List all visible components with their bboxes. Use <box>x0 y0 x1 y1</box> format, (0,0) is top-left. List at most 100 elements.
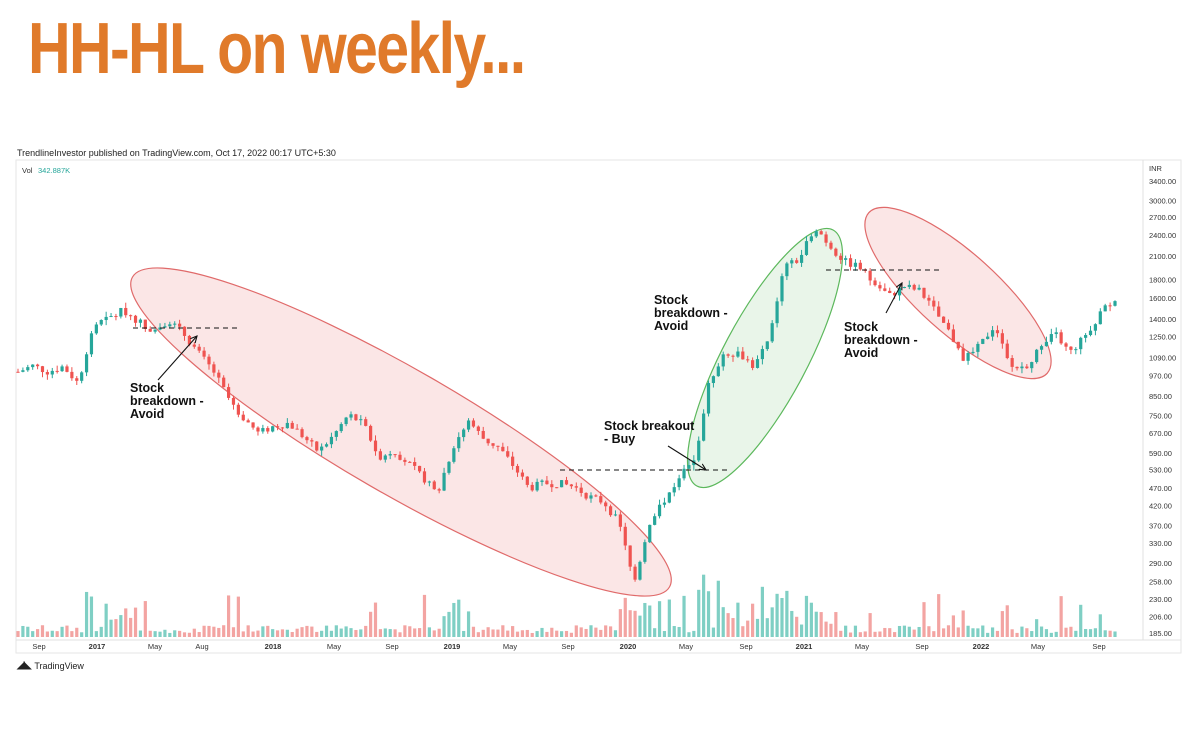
downtrend-zone <box>130 267 672 597</box>
volume-bar <box>535 631 539 637</box>
candle-body <box>339 424 343 432</box>
candle-body <box>976 343 980 352</box>
volume-bar <box>961 610 965 637</box>
price-tick: 530.00 <box>1149 466 1172 475</box>
volume-bar <box>809 602 813 637</box>
volume-bar <box>70 631 74 637</box>
volume-bar <box>275 630 280 637</box>
volume-bar <box>60 626 64 637</box>
price-tick: 970.00 <box>1149 372 1172 381</box>
volume-value: 342.887K <box>38 166 70 175</box>
time-tick: Sep <box>32 642 45 651</box>
volume-bar <box>863 631 867 637</box>
candle-body <box>437 489 441 491</box>
volume-bar <box>613 630 618 637</box>
volume-bar <box>662 631 667 637</box>
candle-body <box>667 492 671 503</box>
volume-bar <box>853 625 858 637</box>
candle-body <box>486 438 490 444</box>
candle-body <box>643 542 647 562</box>
candle-body <box>1025 366 1029 369</box>
candle-body <box>75 378 79 381</box>
annotation-text: Stock breakdown -Avoid <box>654 293 728 333</box>
volume-bar <box>251 631 255 637</box>
volume-bar <box>50 630 54 637</box>
candle-body <box>608 506 613 516</box>
volume-bar <box>1113 631 1117 637</box>
time-tick: Sep <box>385 642 398 651</box>
candle-body <box>995 330 1000 334</box>
volume-bar <box>1088 629 1093 637</box>
candle-body <box>653 516 657 525</box>
annotation-line: Stock <box>654 293 688 307</box>
candle-body <box>795 260 799 263</box>
price-tick: 258.00 <box>1149 577 1172 586</box>
candle-body <box>1059 332 1063 344</box>
time-tick: 2020 <box>620 642 637 651</box>
volume-bar <box>1103 630 1107 637</box>
volume-bar <box>584 628 588 637</box>
candle-body <box>1074 349 1078 351</box>
volume-bar <box>824 621 828 637</box>
candle-body <box>682 468 686 479</box>
volume-bar <box>271 629 275 637</box>
volume-bar <box>437 628 441 637</box>
tradingview-logo[interactable]: ◢◣ TradingView <box>17 660 84 671</box>
volume-bar <box>638 615 642 637</box>
volume-bar <box>246 625 250 637</box>
volume-bar <box>84 591 89 637</box>
candle-body <box>285 422 289 429</box>
price-tick: 1400.00 <box>1149 315 1176 324</box>
candle-body <box>804 241 809 255</box>
volume-bar <box>119 615 123 637</box>
price-tick: 206.00 <box>1149 612 1172 621</box>
volume-bar <box>1000 611 1004 637</box>
price-tick: 1800.00 <box>1149 276 1176 285</box>
candle-body <box>956 341 960 349</box>
candle-body <box>633 566 637 580</box>
volume-bar <box>785 590 789 637</box>
candle-body <box>40 366 45 373</box>
volume-bar <box>971 628 975 637</box>
annotation-line: Stock breakout <box>604 419 695 433</box>
candle-body <box>721 354 725 367</box>
volume-bar <box>466 611 471 637</box>
volume-bar <box>682 595 686 637</box>
candle-body <box>927 297 931 301</box>
volume-bar <box>986 632 990 637</box>
time-tick: Sep <box>1092 642 1105 651</box>
downtrend-zone <box>864 206 1052 380</box>
volume-bar <box>618 609 622 637</box>
tradingview-brand: TradingView <box>34 660 84 671</box>
annotation-line: breakdown - <box>654 306 728 320</box>
candle-body <box>481 430 485 439</box>
candle-body <box>883 288 887 291</box>
volume-bar <box>222 625 226 637</box>
candle-body <box>584 492 588 499</box>
volume-bar <box>981 625 985 637</box>
volume-bar <box>917 626 921 637</box>
candle-body <box>114 316 118 318</box>
volume-bar <box>1108 630 1112 637</box>
candle-body <box>124 307 128 316</box>
candle-body <box>981 338 985 344</box>
volume-bar <box>99 626 103 637</box>
volume-bar <box>702 574 706 637</box>
volume-bar <box>589 625 593 637</box>
volume-bar <box>432 630 436 637</box>
tradingview-mark-icon: ◢◣ <box>17 660 31 671</box>
volume-bar <box>153 631 157 637</box>
candle-body <box>84 354 89 373</box>
candle-body <box>187 335 192 345</box>
volume-bar <box>525 629 529 637</box>
candle-body <box>555 487 559 489</box>
candle-body <box>1103 305 1107 312</box>
price-tick: 230.00 <box>1149 595 1172 604</box>
candle-body <box>99 320 103 325</box>
candle-body <box>990 330 995 337</box>
volume-bar <box>839 630 843 637</box>
candle-body <box>251 422 255 428</box>
volume-bar <box>104 603 108 637</box>
candle-body <box>706 383 711 414</box>
